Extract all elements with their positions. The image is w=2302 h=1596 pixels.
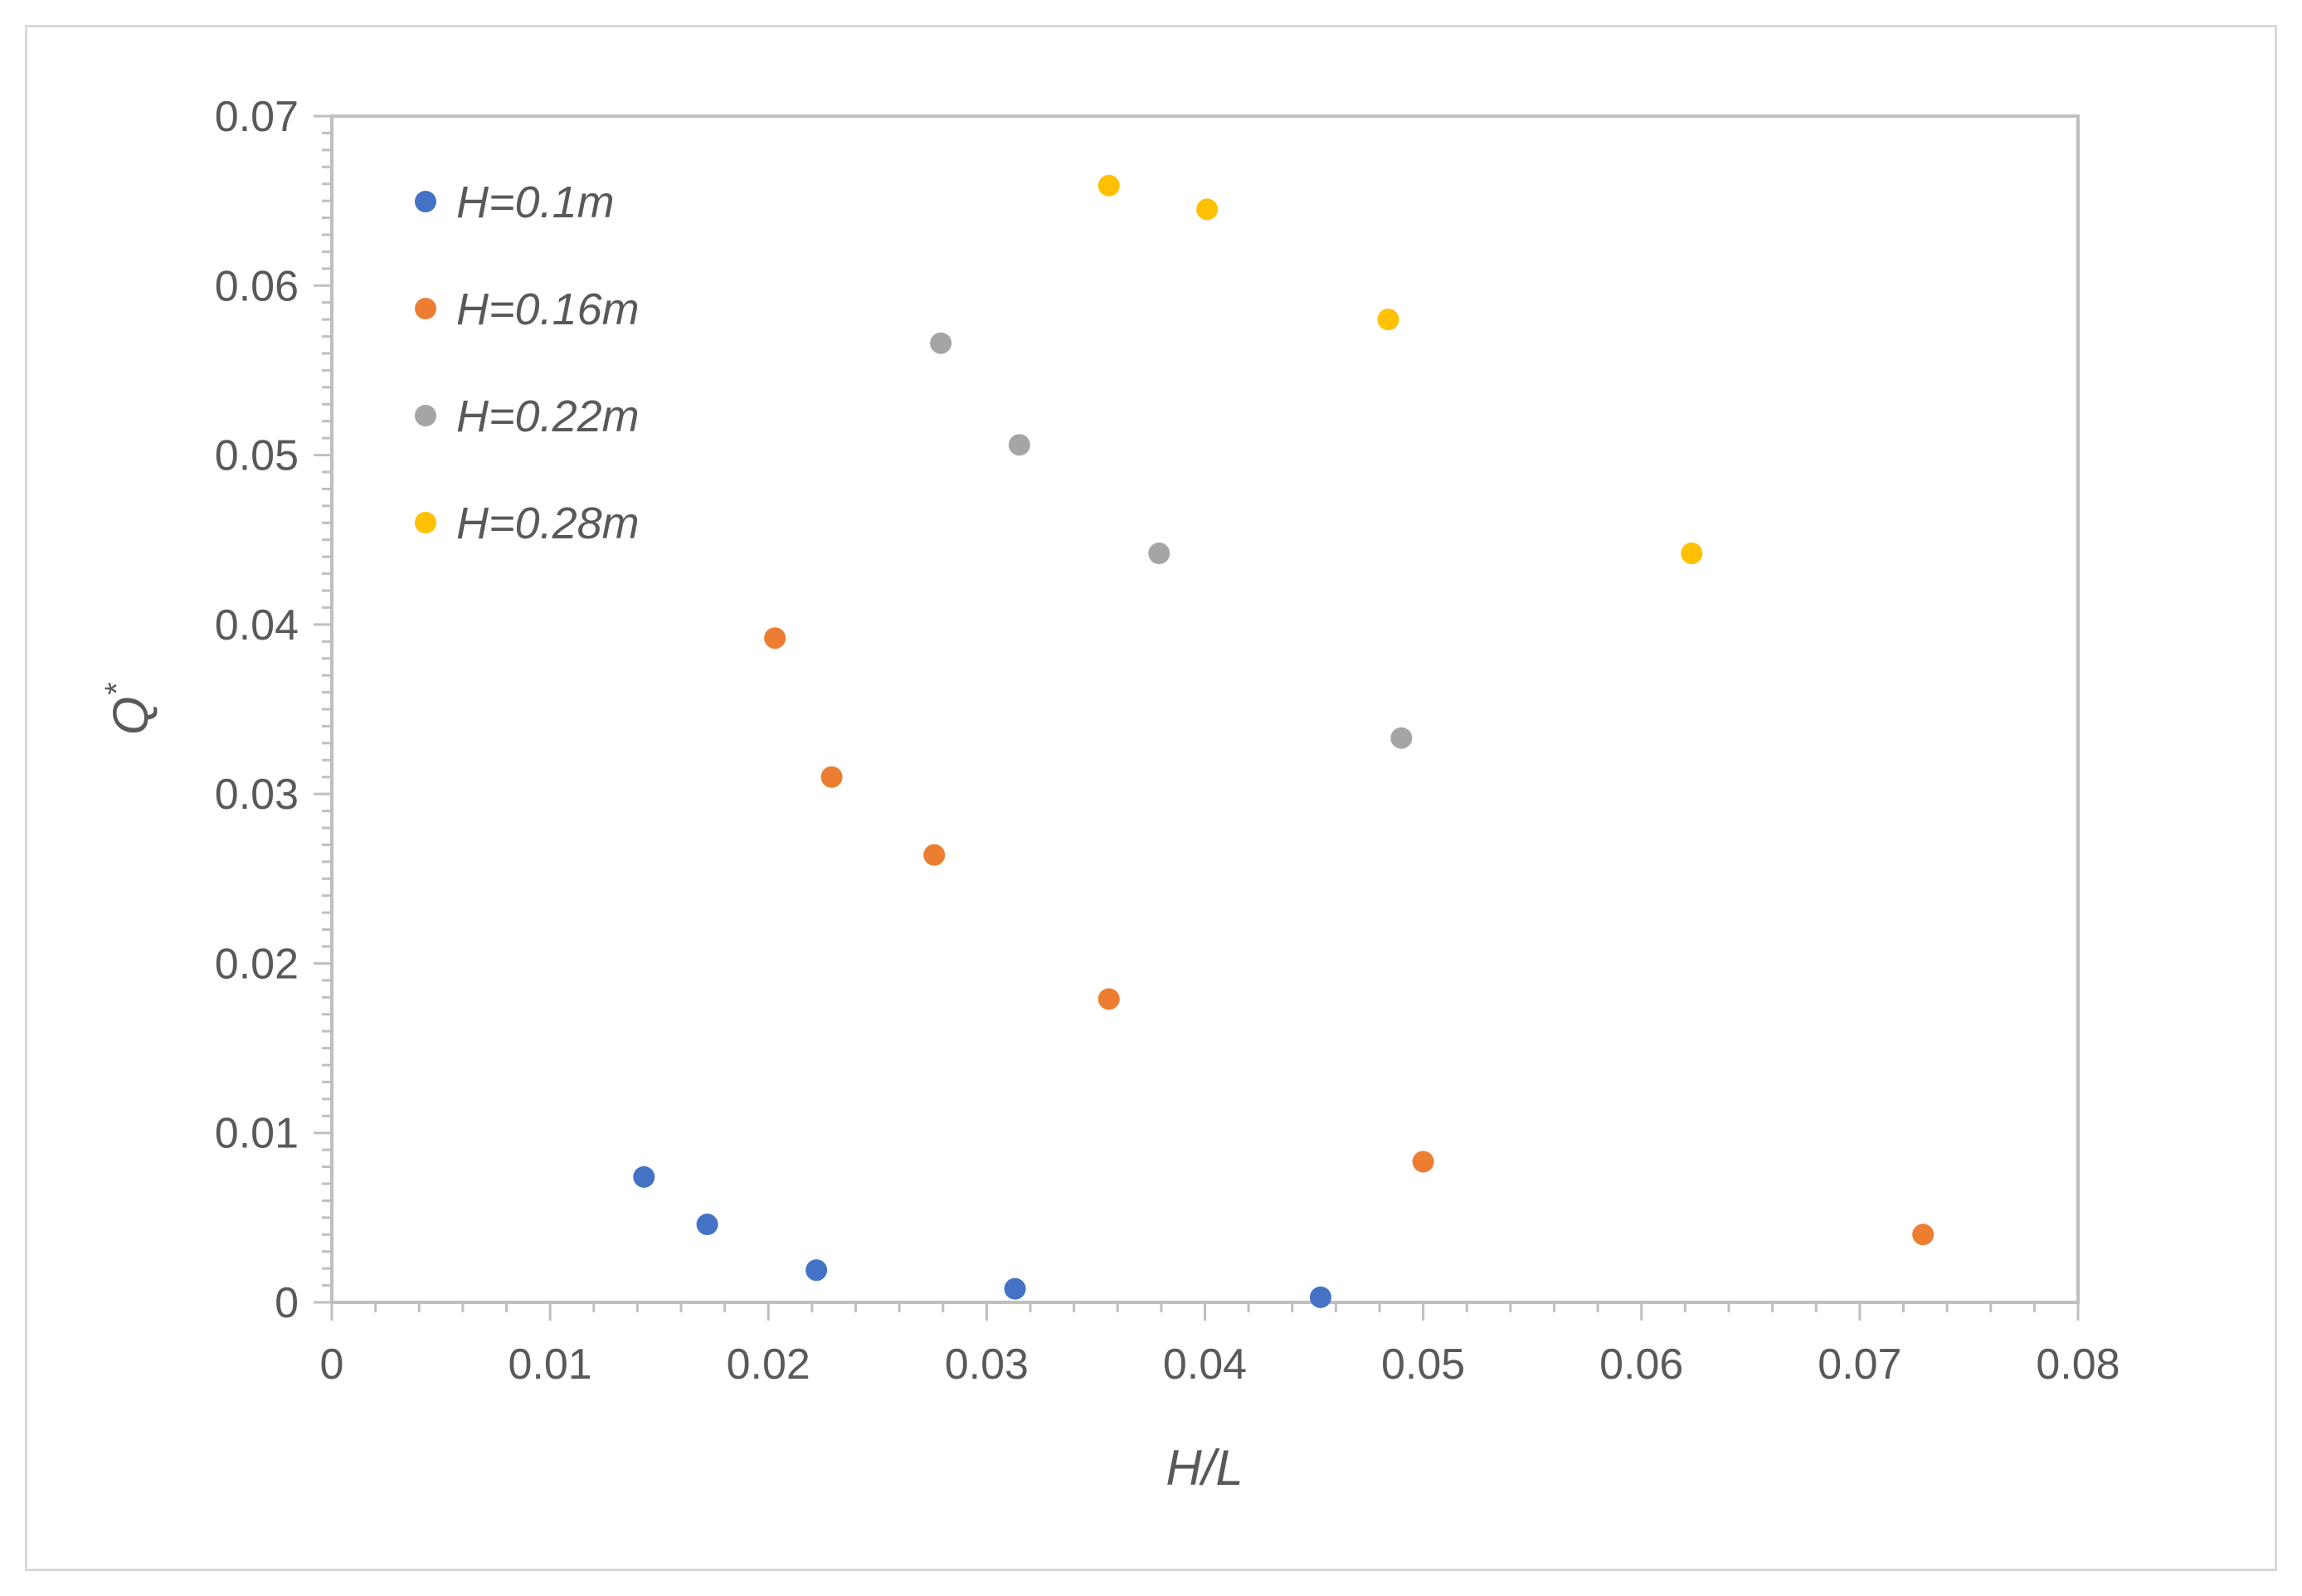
y-axis-title: Q*: [99, 682, 158, 735]
legend-label: H=0.28m: [456, 499, 640, 548]
legend-item: H=0.22m: [415, 392, 640, 441]
legend-marker: [415, 512, 436, 533]
x-tick-label: 0.01: [509, 1341, 592, 1389]
legend-item: H=0.16m: [415, 285, 640, 334]
x-tick-label: 0.07: [1818, 1341, 1901, 1389]
y-axis-title-superscript: *: [99, 682, 135, 696]
y-tick-label: 0.06: [215, 262, 299, 310]
y-tick-label: 0.02: [215, 940, 299, 988]
data-points: [633, 174, 1935, 1308]
data-point: [1196, 198, 1219, 221]
y-tick-label: 0.04: [215, 601, 299, 650]
legend-item: H=0.1m: [415, 178, 615, 227]
axes: 0 0.01 0.02 0.03 0.04 0.05 0.06 0.07 0.08 0 0.01 0.…: [215, 93, 2120, 1389]
plot-area: [330, 114, 2080, 1304]
legend-label: H=0.22m: [456, 392, 640, 441]
x-axis-title: H/L: [1166, 1440, 1243, 1496]
data-point: [923, 844, 946, 866]
series-2: [764, 627, 1935, 1246]
x-tick-label: 0.06: [1599, 1341, 1683, 1389]
data-point: [1912, 1224, 1935, 1246]
x-tick-label: 0.04: [1163, 1341, 1247, 1389]
data-point: [696, 1214, 718, 1236]
data-point: [1309, 1286, 1331, 1308]
x-tick-label: 0.05: [1381, 1341, 1465, 1389]
legend-marker: [415, 298, 436, 319]
x-tick-label: 0: [320, 1341, 344, 1389]
legend-marker: [415, 405, 436, 426]
data-point: [633, 1165, 655, 1188]
data-point: [1377, 309, 1399, 331]
series-1: [633, 1165, 1331, 1308]
legend-item: H=0.28m: [415, 499, 640, 548]
x-tick-label: 0.02: [727, 1341, 810, 1389]
y-tick-label: 0: [275, 1279, 299, 1327]
x-tick-label: 0.03: [945, 1341, 1029, 1389]
data-point: [1004, 1277, 1026, 1300]
data-point: [1390, 727, 1413, 749]
y-tick-label: 0.03: [215, 771, 299, 819]
legend: H=0.1m H=0.16m H=0.22m H=0.28m: [415, 178, 640, 548]
legend-label: H=0.1m: [456, 178, 615, 227]
y-tick-label: 0.07: [215, 93, 299, 141]
data-point: [805, 1259, 828, 1282]
series-4: [1097, 174, 1703, 565]
data-point: [1097, 174, 1120, 197]
x-tick-label: 0.08: [2036, 1341, 2119, 1389]
data-point: [1412, 1151, 1434, 1173]
data-point: [1097, 988, 1120, 1010]
data-point: [764, 627, 786, 650]
legend-marker: [415, 191, 436, 212]
data-point: [820, 766, 843, 788]
data-point: [1008, 434, 1030, 456]
legend-label: H=0.16m: [456, 285, 640, 334]
data-point: [930, 332, 952, 354]
y-tick-label: 0.05: [215, 432, 299, 480]
series-3: [930, 332, 1413, 749]
data-point: [1681, 543, 1703, 565]
y-axis-title-main: Q: [103, 696, 158, 735]
data-point: [1148, 543, 1170, 565]
y-tick-label: 0.01: [215, 1110, 299, 1158]
